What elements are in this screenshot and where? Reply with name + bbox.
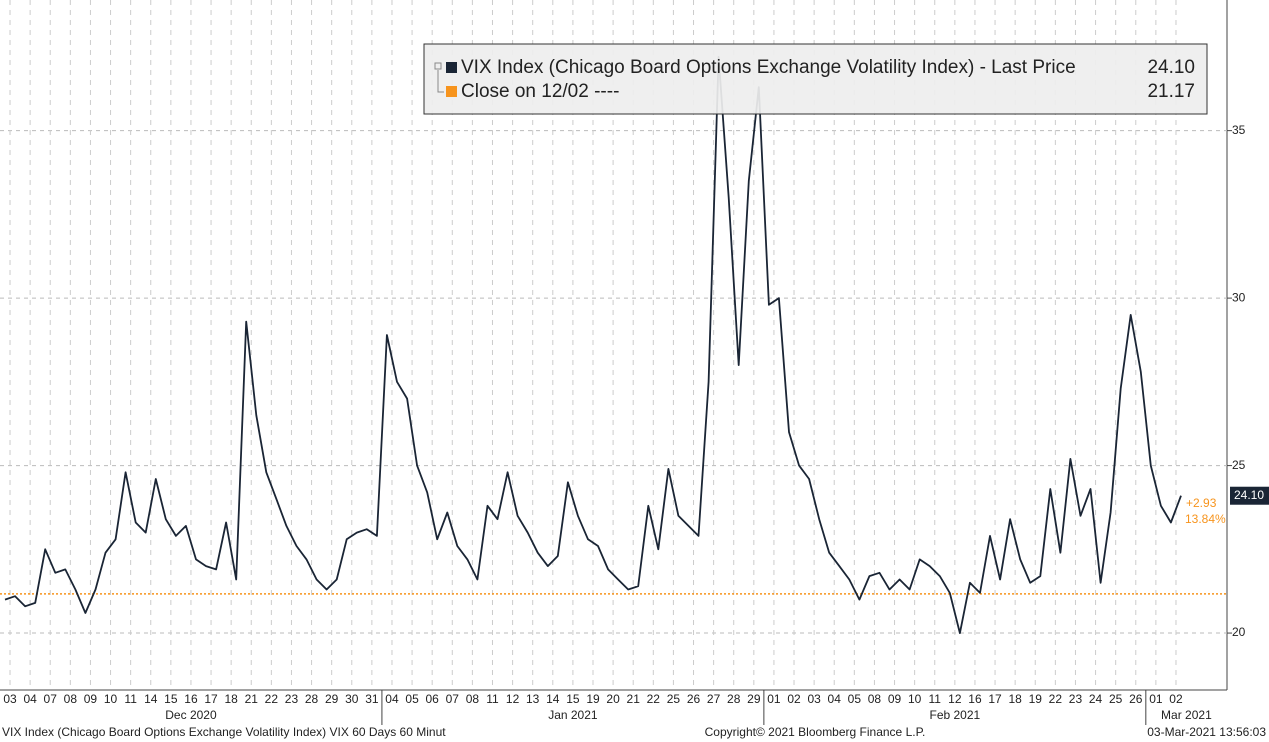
- x-tick-label: 25: [1109, 692, 1123, 706]
- x-tick-label: 21: [245, 692, 259, 706]
- x-tick-label: 30: [345, 692, 359, 706]
- x-tick-label: 17: [988, 692, 1002, 706]
- x-tick-label: 18: [224, 692, 238, 706]
- x-tick-label: 12: [506, 692, 520, 706]
- footer-center: Copyright© 2021 Bloomberg Finance L.P.: [705, 725, 926, 739]
- x-tick-label: 02: [787, 692, 801, 706]
- legend-label: VIX Index (Chicago Board Options Exchang…: [461, 57, 1076, 78]
- x-tick-label: 02: [1169, 692, 1183, 706]
- footer-left: VIX Index (Chicago Board Options Exchang…: [2, 725, 446, 739]
- series-line: [4, 56, 1182, 634]
- x-tick-label: 24: [1089, 692, 1103, 706]
- x-tick-label: 07: [44, 692, 58, 706]
- legend-swatch: [446, 86, 457, 97]
- change-pct-label: 13.84%: [1185, 512, 1226, 526]
- x-tick-label: 10: [908, 692, 922, 706]
- last-price-box: [1230, 486, 1269, 505]
- legend-swatch: [446, 62, 457, 73]
- last-price-label: 24.10: [1234, 488, 1264, 502]
- legend-box: [423, 43, 1208, 115]
- x-tick-label: 23: [1069, 692, 1083, 706]
- month-label: Feb 2021: [929, 708, 980, 722]
- legend-tree-line: [437, 70, 444, 93]
- y-tick-label: 20: [1232, 625, 1246, 639]
- legend: VIX Index (Chicago Board Options Exchang…: [423, 43, 1208, 115]
- x-tick-label: 15: [164, 692, 178, 706]
- plot-layer: 20 25 30 35 03 04 07 08 09 10 11 14 15 16 17 18 21 22 23 28…: [0, 0, 1269, 725]
- change-label: +2.93: [1186, 496, 1217, 510]
- x-tick-label: 27: [707, 692, 721, 706]
- x-tick-label: 28: [305, 692, 319, 706]
- x-tick-label: 14: [546, 692, 560, 706]
- y-tick-label: 30: [1232, 290, 1246, 304]
- x-tick-label: 15: [566, 692, 580, 706]
- x-tick-label: 18: [1008, 692, 1022, 706]
- legend-tree-icon: [434, 62, 442, 70]
- x-tick-label: 12: [948, 692, 962, 706]
- x-tick-label: 05: [848, 692, 862, 706]
- x-tick-label: 31: [365, 692, 379, 706]
- x-tick-label: 08: [868, 692, 882, 706]
- x-tick-label: 29: [747, 692, 761, 706]
- x-tick-label: 04: [385, 692, 399, 706]
- x-tick-label: 21: [627, 692, 641, 706]
- x-tick-label: 01: [1149, 692, 1163, 706]
- x-tick-label: 26: [1129, 692, 1143, 706]
- x-tick-label: 23: [285, 692, 299, 706]
- x-tick-label: 11: [929, 692, 942, 706]
- x-tick-label: 03: [807, 692, 821, 706]
- x-tick-label: 19: [586, 692, 600, 706]
- x-tick-label: 22: [647, 692, 661, 706]
- x-tick-label: 29: [325, 692, 339, 706]
- x-tick-label: 06: [425, 692, 439, 706]
- x-tick-label: 08: [466, 692, 480, 706]
- x-tick-label: 13: [526, 692, 540, 706]
- x-tick-label: 19: [1029, 692, 1043, 706]
- x-tick-label: 17: [204, 692, 218, 706]
- x-tick-label: 22: [1049, 692, 1063, 706]
- x-tick-label: 01: [767, 692, 781, 706]
- x-tick-label: 22: [265, 692, 279, 706]
- x-tick-label: 11: [486, 692, 499, 706]
- x-tick-label: 09: [84, 692, 98, 706]
- x-tick-label: 16: [184, 692, 198, 706]
- month-label: Dec 2020: [165, 708, 217, 722]
- x-tick-label: 03: [3, 692, 17, 706]
- x-tick-label: 26: [687, 692, 701, 706]
- footer-right: 03-Mar-2021 13:56:03: [1147, 725, 1266, 739]
- legend-label: Close on 12/02 ----: [461, 81, 619, 102]
- legend-value: 24.10: [1147, 57, 1195, 78]
- x-tick-label: 04: [23, 692, 37, 706]
- x-tick-label: 28: [727, 692, 741, 706]
- x-tick-label: 05: [405, 692, 419, 706]
- x-tick-label: 16: [968, 692, 982, 706]
- x-tick-label: 09: [888, 692, 902, 706]
- x-tick-label: 20: [606, 692, 620, 706]
- y-tick-label: 35: [1232, 123, 1246, 137]
- month-label: Jan 2021: [548, 708, 598, 722]
- x-tick-label: 08: [64, 692, 78, 706]
- month-label: Mar 2021: [1161, 708, 1212, 722]
- x-tick-label: 14: [144, 692, 158, 706]
- legend-value: 21.17: [1147, 81, 1195, 102]
- x-tick-label: 04: [828, 692, 842, 706]
- x-tick-label: 07: [446, 692, 460, 706]
- x-tick-label: 11: [124, 692, 137, 706]
- x-tick-label: 10: [104, 692, 118, 706]
- x-tick-label: 25: [667, 692, 681, 706]
- y-tick-label: 25: [1232, 458, 1246, 472]
